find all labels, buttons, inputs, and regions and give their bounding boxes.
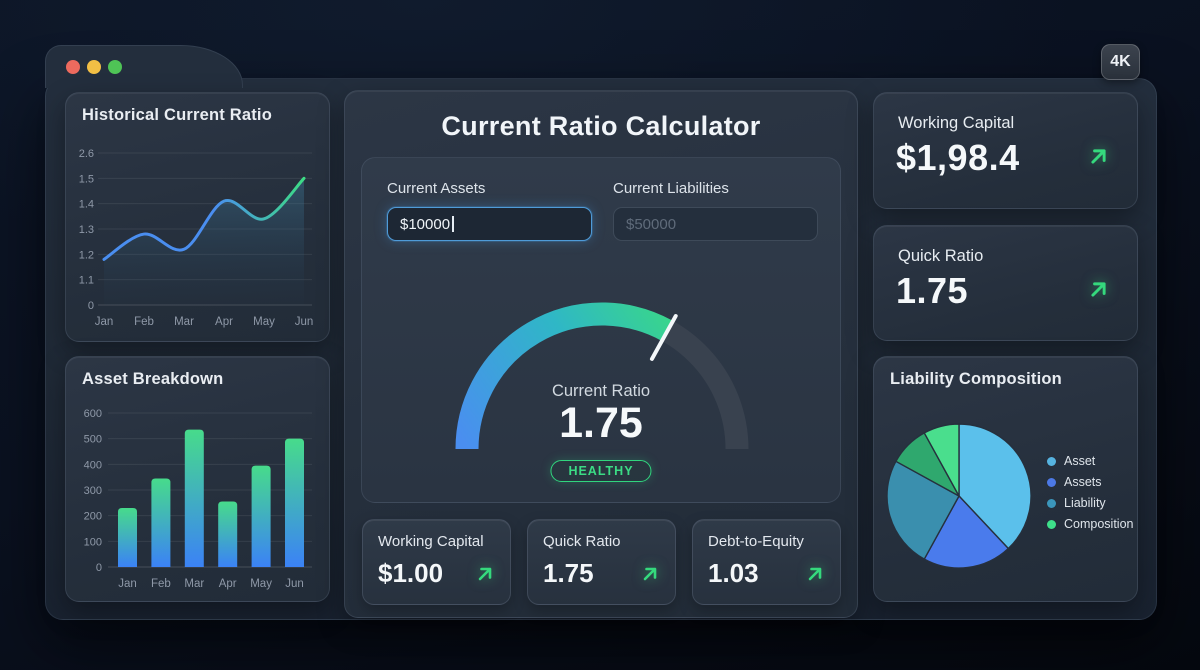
page-title: Current Ratio Calculator	[441, 111, 761, 141]
card-title: Quick Ratio	[898, 247, 984, 265]
svg-text:400: 400	[84, 459, 102, 471]
historical-ratio-card: Historical Current Ratio 2.6 1.5 1.4 1.3 1.2…	[65, 92, 330, 342]
svg-text:2.6: 2.6	[79, 148, 94, 160]
close-window-button[interactable]	[66, 60, 80, 74]
legend-dot-icon	[1047, 498, 1056, 508]
current-assets-input[interactable]: $10000	[387, 207, 592, 241]
legend-label: Asset	[1064, 454, 1096, 468]
legend-item: Composition	[1047, 517, 1133, 531]
card-title: Historical Current Ratio	[82, 106, 272, 124]
svg-text:200: 200	[84, 511, 102, 523]
svg-text:300: 300	[84, 485, 102, 497]
resolution-badge: 4K	[1101, 44, 1140, 80]
stat-value: $1.00	[378, 558, 444, 588]
legend-dot-icon	[1047, 477, 1056, 487]
calculator-panel: Current Assets $10000 Current Liabilitie…	[361, 157, 841, 503]
trend-up-icon	[1091, 282, 1106, 297]
window-tab	[45, 45, 243, 88]
stat-card-working-capital: Working Capital $1.00	[362, 519, 511, 605]
quick-ratio-card: Quick Ratio 1.75	[873, 225, 1138, 341]
card-title: Liability Composition	[890, 370, 1062, 388]
card-title: Working Capital	[898, 114, 1015, 132]
legend-item: Assets	[1047, 475, 1133, 489]
trend-up-icon	[808, 567, 822, 580]
svg-text:100: 100	[84, 536, 102, 548]
card-title: Asset Breakdown	[82, 370, 224, 388]
current-assets-field-group: Current Assets $10000	[387, 180, 592, 241]
card-value: 1.75	[896, 270, 969, 311]
current-liabilities-label: Current Liabilities	[613, 180, 729, 197]
pie-legend: Asset Assets Liability Composition	[1047, 454, 1133, 538]
svg-text:0: 0	[96, 562, 102, 574]
svg-text:Feb: Feb	[151, 578, 171, 590]
stat-label: Working Capital	[378, 533, 484, 550]
text-caret	[452, 216, 454, 232]
legend-label: Composition	[1064, 517, 1134, 531]
stat-value: 1.75	[543, 558, 594, 588]
svg-text:Apr: Apr	[215, 316, 233, 328]
calculator-card: Current Ratio Calculator Current Assets …	[344, 90, 858, 618]
svg-text:Feb: Feb	[134, 316, 154, 328]
current-liabilities-input[interactable]: $50000	[613, 207, 818, 241]
trend-up-icon	[643, 567, 657, 580]
svg-text:Jun: Jun	[295, 316, 314, 328]
legend-dot-icon	[1047, 519, 1056, 529]
gauge-label: Current Ratio	[551, 382, 651, 400]
svg-text:May: May	[250, 578, 272, 590]
minimize-window-button[interactable]	[87, 60, 101, 74]
svg-text:Jun: Jun	[285, 578, 304, 590]
gauge-value: 1.75	[559, 399, 643, 447]
svg-text:Jan: Jan	[118, 578, 137, 590]
svg-text:Jan: Jan	[95, 316, 114, 328]
svg-text:1.1: 1.1	[79, 275, 94, 287]
svg-text:Apr: Apr	[219, 578, 237, 590]
status-badge: HEALTHY	[550, 460, 652, 482]
legend-item: Asset	[1047, 454, 1133, 468]
window-controls	[66, 60, 122, 74]
stat-card-quick-ratio: Quick Ratio 1.75	[527, 519, 676, 605]
trend-up-icon	[478, 567, 492, 580]
stat-label: Quick Ratio	[543, 533, 621, 550]
legend-label: Assets	[1064, 475, 1102, 489]
svg-text:Mar: Mar	[184, 578, 204, 590]
asset-breakdown-bar-chart: 600 500 400 300 200 100 0 Jan Feb Mar Apr May Jun	[84, 408, 312, 590]
svg-text:1.3: 1.3	[79, 224, 94, 236]
liability-composition-card: Liability Composition Asset Assets Liabili…	[873, 356, 1138, 602]
svg-text:Mar: Mar	[174, 316, 194, 328]
svg-text:May: May	[253, 316, 275, 328]
current-assets-value: $10000	[400, 215, 451, 233]
zoom-window-button[interactable]	[108, 60, 122, 74]
working-capital-card: Working Capital $1,98.4	[873, 92, 1138, 209]
current-liabilities-field-group: Current Liabilities $50000	[613, 180, 818, 241]
liability-composition-pie-chart	[886, 423, 1032, 569]
stat-value: 1.03	[708, 558, 759, 588]
current-liabilities-placeholder: $50000	[626, 215, 677, 233]
current-assets-label: Current Assets	[387, 180, 486, 197]
legend-item: Liability	[1047, 496, 1133, 510]
trend-up-icon	[1091, 149, 1106, 164]
svg-text:1.5: 1.5	[79, 173, 94, 185]
svg-text:1.2: 1.2	[79, 249, 94, 261]
legend-dot-icon	[1047, 456, 1056, 466]
svg-text:500: 500	[84, 434, 102, 446]
svg-text:0: 0	[88, 300, 94, 312]
asset-breakdown-card: Asset Breakdown 600 500 400 300 200 100 0 Jan Fe…	[65, 356, 330, 602]
legend-label: Liability	[1064, 496, 1106, 510]
stat-card-debt-to-equity: Debt-to-Equity 1.03	[692, 519, 841, 605]
stat-label: Debt-to-Equity	[708, 533, 804, 550]
card-value: $1,98.4	[896, 137, 1020, 178]
svg-text:600: 600	[84, 408, 102, 420]
svg-text:1.4: 1.4	[79, 199, 94, 211]
